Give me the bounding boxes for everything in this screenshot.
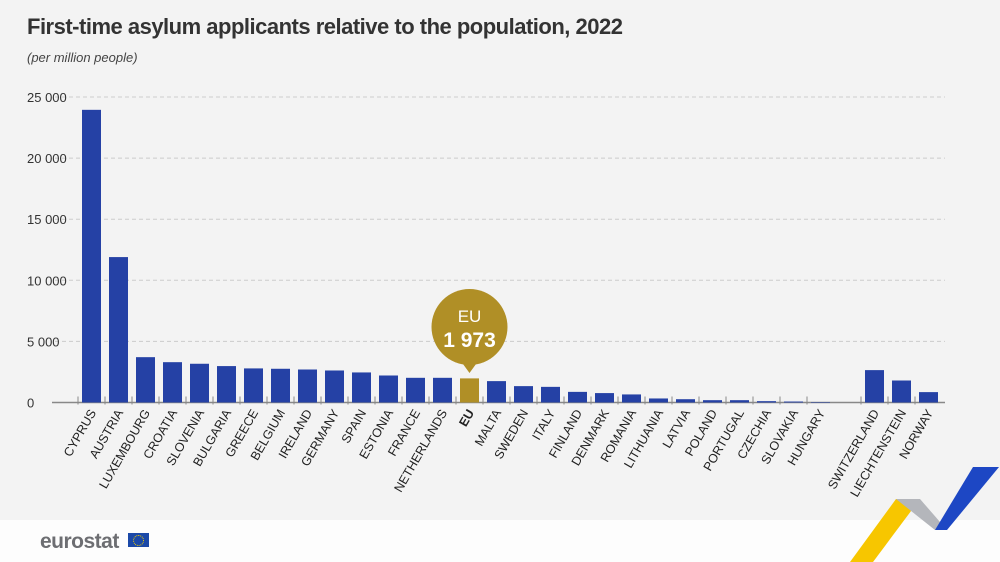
bar-luxembourg	[136, 357, 155, 403]
bar-sweden	[514, 386, 533, 403]
bar-latvia	[676, 399, 695, 403]
callout-value: 1 973	[443, 329, 496, 352]
bar-austria	[109, 257, 128, 403]
bar-ireland	[298, 369, 317, 403]
bar-spain	[352, 372, 371, 403]
bar-germany	[325, 370, 344, 403]
bar-cyprus	[82, 109, 101, 403]
bar-slovakia	[784, 401, 803, 403]
callout-label: EU	[458, 307, 482, 326]
x-tick-label: EU	[456, 407, 477, 429]
chart-subtitle: (per million people)	[27, 50, 138, 65]
y-tick-label: 15 000	[27, 212, 67, 227]
eu-flag-icon	[128, 533, 149, 547]
y-tick-label: 25 000	[27, 90, 67, 105]
bar-norway	[919, 392, 938, 403]
chart-title: First-time asylum applicants relative to…	[27, 14, 623, 39]
bar-czechia	[757, 401, 776, 403]
bar-denmark	[595, 393, 614, 403]
bar-slovenia	[190, 363, 209, 403]
y-tick-label: 5 000	[27, 334, 60, 349]
eu-callout: EU 1 973	[431, 289, 508, 373]
y-tick-label: 0	[27, 396, 34, 411]
bar-netherlands	[433, 377, 452, 403]
bar-romania	[622, 394, 641, 403]
bar-poland	[703, 400, 722, 403]
footer	[0, 520, 1000, 562]
bar-switzerland	[865, 370, 884, 403]
ribbon-blue	[935, 467, 999, 530]
bar-eu	[460, 378, 479, 403]
y-tick-label: 20 000	[27, 151, 67, 166]
bar-greece	[244, 368, 263, 403]
bar-bulgaria	[217, 366, 236, 403]
bar-finland	[568, 391, 587, 403]
bar-hungary	[811, 402, 830, 403]
bar-lithuania	[649, 398, 668, 403]
x-tick-label: ITALY	[530, 406, 559, 442]
bar-croatia	[163, 362, 182, 403]
bar-italy	[541, 386, 560, 403]
bar-portugal	[730, 400, 749, 403]
bar-belgium	[271, 368, 290, 403]
y-tick-label: 10 000	[27, 273, 67, 288]
bar-malta	[487, 381, 506, 403]
bar-estonia	[379, 375, 398, 403]
bar-liechtenstein	[892, 380, 911, 403]
ribbon-yellow	[850, 499, 920, 562]
ribbon-gray	[896, 499, 947, 530]
eurostat-logo: eurostat	[40, 530, 119, 553]
bar-france	[406, 377, 425, 403]
